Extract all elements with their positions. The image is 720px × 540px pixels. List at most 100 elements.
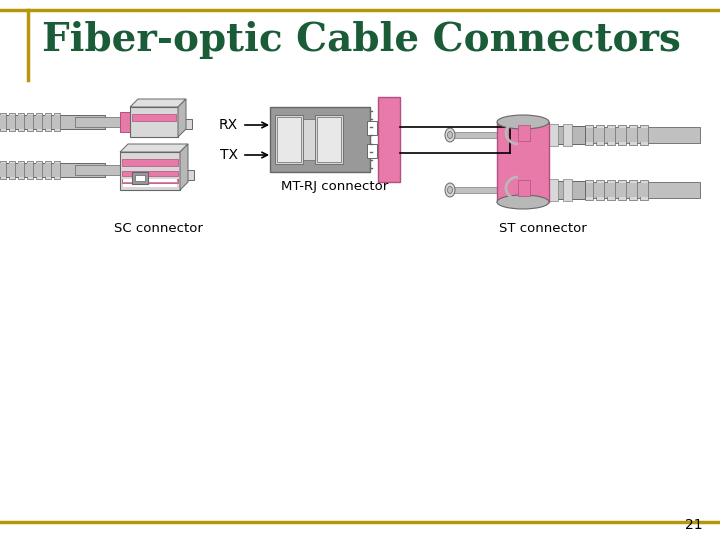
Bar bbox=[36, 115, 42, 129]
Bar bbox=[530, 126, 585, 144]
Bar bbox=[367, 144, 377, 158]
Bar bbox=[518, 125, 530, 141]
Ellipse shape bbox=[445, 128, 455, 142]
Bar bbox=[54, 113, 60, 131]
Bar bbox=[0, 163, 6, 177]
Bar bbox=[122, 171, 178, 176]
Bar bbox=[596, 183, 604, 197]
Bar bbox=[54, 161, 60, 179]
Bar bbox=[54, 163, 60, 177]
Bar bbox=[629, 128, 637, 142]
Bar bbox=[36, 113, 42, 131]
Bar bbox=[618, 128, 626, 142]
Bar bbox=[270, 107, 370, 172]
Bar bbox=[629, 125, 637, 145]
Bar bbox=[123, 179, 177, 182]
Bar bbox=[580, 127, 700, 143]
Polygon shape bbox=[130, 99, 186, 107]
Polygon shape bbox=[120, 144, 188, 152]
Bar bbox=[45, 115, 51, 129]
Bar bbox=[585, 180, 593, 200]
Bar bbox=[18, 163, 24, 177]
Ellipse shape bbox=[497, 115, 549, 129]
Bar bbox=[618, 180, 626, 200]
Text: RX: RX bbox=[219, 118, 238, 132]
Bar bbox=[120, 152, 180, 190]
Text: ST connector: ST connector bbox=[499, 222, 587, 235]
Bar bbox=[378, 97, 400, 182]
Bar bbox=[45, 161, 51, 179]
Bar bbox=[275, 115, 303, 164]
Bar bbox=[45, 163, 51, 177]
Bar bbox=[563, 179, 572, 201]
Bar bbox=[618, 183, 626, 197]
Text: SC connector: SC connector bbox=[114, 222, 202, 235]
Bar bbox=[450, 132, 525, 138]
Bar bbox=[54, 115, 60, 129]
Bar bbox=[122, 179, 178, 183]
Text: MT-RJ connector: MT-RJ connector bbox=[282, 180, 389, 193]
Bar bbox=[123, 184, 177, 187]
Text: 21: 21 bbox=[685, 518, 703, 532]
Ellipse shape bbox=[445, 183, 455, 197]
Bar bbox=[530, 181, 585, 199]
Bar bbox=[629, 183, 637, 197]
Bar bbox=[122, 159, 178, 166]
Bar bbox=[0, 115, 105, 129]
Bar bbox=[535, 124, 544, 146]
Bar bbox=[18, 113, 24, 131]
Ellipse shape bbox=[497, 195, 549, 209]
Bar bbox=[120, 160, 134, 180]
Bar bbox=[27, 161, 33, 179]
Bar bbox=[277, 117, 301, 162]
Bar bbox=[135, 175, 145, 181]
Text: TX: TX bbox=[220, 148, 238, 162]
Bar bbox=[549, 124, 558, 146]
Bar bbox=[596, 128, 604, 142]
Bar bbox=[36, 161, 42, 179]
Bar bbox=[607, 128, 615, 142]
Bar bbox=[131, 114, 136, 130]
Bar bbox=[0, 113, 6, 131]
Bar bbox=[130, 107, 178, 137]
Bar bbox=[132, 113, 176, 120]
Bar bbox=[549, 179, 558, 201]
Bar bbox=[303, 119, 315, 160]
Bar bbox=[27, 113, 33, 131]
Bar bbox=[497, 122, 549, 202]
Bar bbox=[607, 125, 615, 145]
Bar bbox=[132, 172, 148, 184]
Polygon shape bbox=[178, 99, 186, 137]
Bar bbox=[585, 125, 593, 145]
Bar bbox=[75, 165, 130, 175]
Bar bbox=[367, 121, 377, 135]
Bar bbox=[596, 125, 604, 145]
Bar bbox=[518, 180, 530, 196]
Bar bbox=[563, 124, 572, 146]
Ellipse shape bbox=[448, 186, 452, 193]
Bar bbox=[18, 161, 24, 179]
Bar bbox=[618, 125, 626, 145]
Bar bbox=[27, 163, 33, 177]
Bar bbox=[640, 128, 648, 142]
Bar bbox=[640, 180, 648, 200]
Bar bbox=[607, 183, 615, 197]
Bar bbox=[640, 125, 648, 145]
Bar bbox=[596, 180, 604, 200]
Bar bbox=[580, 182, 700, 198]
Bar bbox=[0, 161, 6, 179]
Bar bbox=[629, 180, 637, 200]
Bar bbox=[0, 163, 105, 177]
Bar bbox=[640, 183, 648, 197]
Bar bbox=[75, 117, 130, 127]
Text: Fiber-optic Cable Connectors: Fiber-optic Cable Connectors bbox=[42, 21, 681, 59]
Bar bbox=[585, 128, 593, 142]
Bar bbox=[9, 113, 15, 131]
Bar bbox=[9, 163, 15, 177]
Bar bbox=[120, 112, 134, 132]
Bar bbox=[131, 162, 136, 178]
Polygon shape bbox=[180, 144, 188, 190]
Bar bbox=[315, 115, 343, 164]
Bar bbox=[450, 187, 525, 193]
Bar bbox=[18, 115, 24, 129]
